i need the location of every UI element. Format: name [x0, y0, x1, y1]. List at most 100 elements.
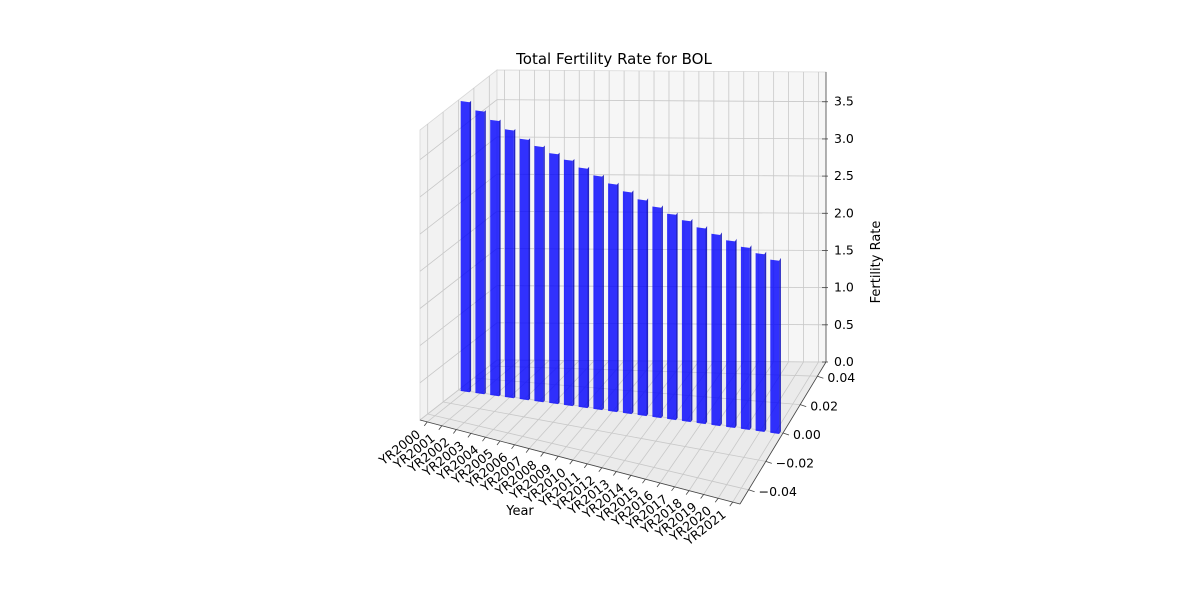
bar-front [504, 129, 514, 399]
wall-gridline [419, 99, 827, 161]
bar-front [549, 153, 558, 405]
bar-front [637, 199, 647, 417]
floor-gridline [427, 413, 749, 491]
x-tick [671, 486, 675, 492]
y-tick [800, 404, 807, 407]
bar-front [460, 101, 470, 393]
bar-YR2015 [681, 218, 693, 423]
x-axis-line [419, 419, 741, 505]
bar-front [667, 213, 676, 421]
bar-side [764, 251, 767, 432]
x-tick [496, 440, 501, 446]
bar-side [513, 129, 516, 399]
y-tick [782, 432, 790, 436]
x-tick [423, 421, 428, 427]
bar-front [608, 183, 617, 413]
bar-YR2016 [696, 226, 708, 425]
y-tick-label: 0.04 [827, 370, 855, 385]
bar-YR2013 [652, 205, 663, 419]
bar-side [572, 159, 575, 407]
z-tick-label: 1.5 [834, 242, 854, 257]
bar-front [726, 240, 735, 428]
bars [460, 100, 781, 434]
z-tick-label: 2.0 [834, 205, 854, 220]
bar-side [705, 226, 708, 425]
bar-front [519, 138, 529, 401]
bar-YR2017 [711, 232, 722, 427]
x-tick [656, 482, 661, 488]
bar-front [740, 246, 750, 430]
bar-side [499, 119, 501, 397]
bar-side [631, 190, 634, 415]
bar-YR2020 [755, 251, 767, 432]
bar-side [469, 100, 472, 393]
y-tick-label: −0.02 [776, 455, 814, 470]
x-axis: YR2000YR2001YR2002YR2003YR2004YR2005YR20… [375, 419, 741, 549]
z-tick-label: 2.5 [834, 168, 854, 183]
bar-side [720, 232, 722, 427]
bar-YR2018 [726, 238, 737, 428]
z-tick-label: 3.5 [834, 94, 854, 109]
z-tick-label: 0.5 [834, 317, 854, 332]
x-axis-label: Year [505, 504, 534, 519]
x-tick [438, 425, 443, 430]
x-tick [642, 478, 646, 484]
z-tick-label: 3.0 [834, 131, 854, 146]
bar-side [661, 205, 663, 419]
bar-front [755, 253, 765, 432]
bar-side [484, 110, 486, 395]
bar-side [749, 245, 752, 430]
x-tick [569, 459, 574, 465]
bar-YR2000 [460, 100, 472, 393]
bar-front [490, 119, 499, 397]
x-tick [467, 433, 472, 438]
bar-side [779, 257, 781, 434]
y-tick-label: 0.02 [810, 399, 838, 414]
y-tick [765, 461, 772, 464]
chart-title: Total Fertility Rate for BOL [515, 50, 712, 68]
z-tick-label: 1.0 [834, 280, 854, 295]
bar-YR2009 [593, 174, 604, 411]
bar-YR2014 [667, 212, 678, 421]
bar-side [676, 212, 678, 421]
x-tick [482, 436, 486, 442]
bar-front [652, 206, 662, 419]
bar-YR2019 [740, 245, 752, 430]
z-axis-label: Fertility Rate [869, 221, 884, 304]
y-tick [748, 489, 755, 493]
bar-YR2003 [504, 129, 516, 399]
x-tick [540, 452, 544, 457]
bar-side [735, 238, 737, 428]
bar-front [770, 259, 780, 434]
x-tick [700, 494, 704, 499]
z-axis: 0.0 0.5 1.0 1.5 2.0 2.5 3.0 3.5 [822, 72, 854, 369]
bar-front [593, 175, 603, 411]
x-tick [685, 490, 690, 495]
bar-front [711, 233, 721, 427]
y-tick-label: −0.04 [759, 484, 797, 499]
bar-YR2001 [475, 110, 486, 395]
bar-front [696, 227, 706, 425]
bar-YR2007 [563, 159, 575, 407]
x-tick [729, 501, 734, 507]
bar-front [563, 159, 573, 407]
bar-side [690, 218, 693, 423]
x-tick [627, 475, 632, 480]
bar-YR2012 [637, 198, 649, 417]
bar-YR2010 [608, 182, 619, 413]
z-tick-label: 0.0 [834, 354, 854, 369]
x-tick [453, 429, 457, 434]
y-axis: 0.04 0.02 0.00 −0.02 −0.04 [739, 361, 855, 505]
bar-YR2008 [578, 166, 590, 409]
bar-front [578, 167, 588, 409]
bar-YR2006 [549, 152, 560, 405]
bar-front [475, 110, 485, 395]
bar-side [646, 198, 649, 417]
x-tick [583, 463, 588, 469]
bar-YR2005 [534, 145, 545, 403]
x-tick [714, 498, 719, 503]
bar-YR2011 [622, 190, 634, 415]
x-tick [525, 448, 530, 453]
